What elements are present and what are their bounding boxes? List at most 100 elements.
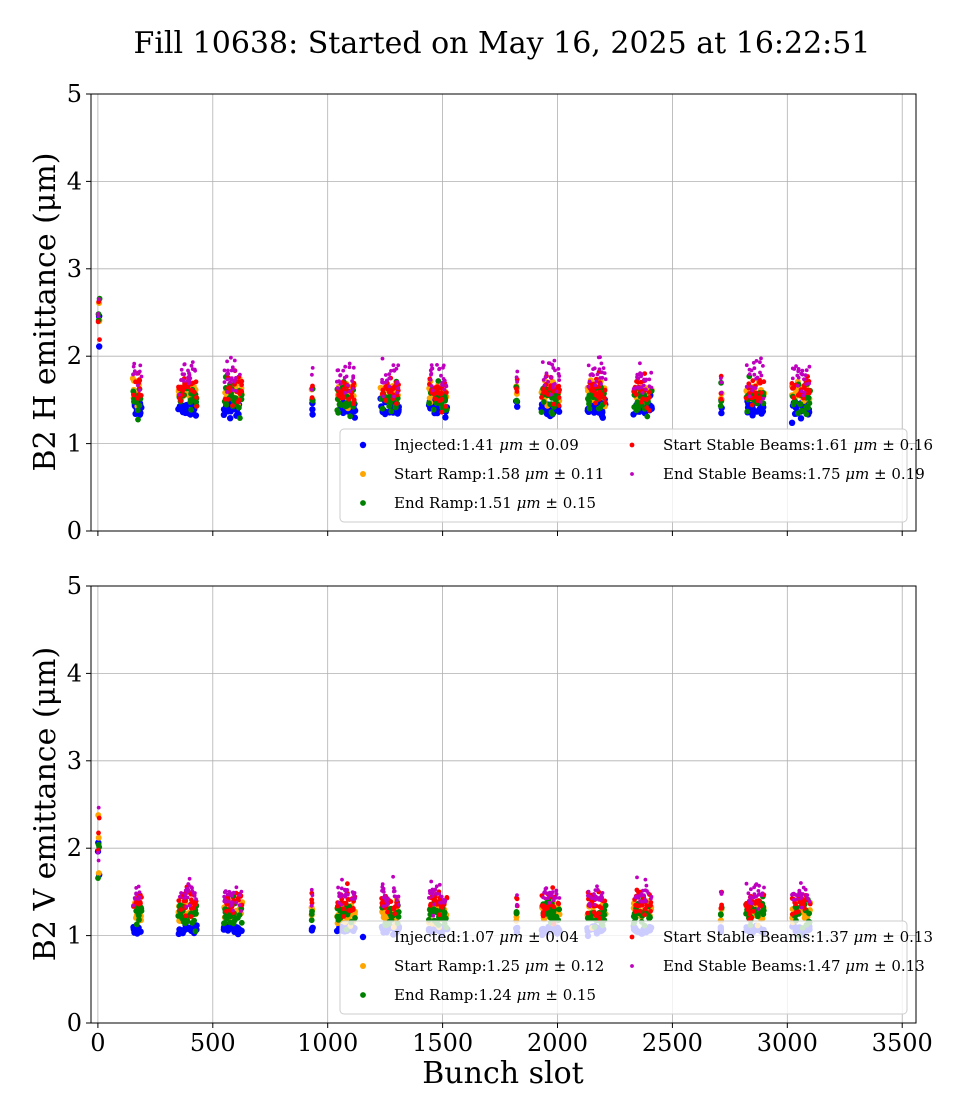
data-point xyxy=(391,368,396,373)
data-point xyxy=(225,390,229,394)
data-point xyxy=(634,894,639,899)
data-point xyxy=(541,378,546,382)
data-point xyxy=(386,403,393,410)
data-point xyxy=(222,380,227,384)
data-point xyxy=(343,390,347,395)
y-tick-label: 1 xyxy=(67,922,82,950)
data-point xyxy=(797,415,805,422)
data-point xyxy=(644,883,649,888)
data-point xyxy=(395,390,399,395)
data-point xyxy=(758,390,764,396)
data-point xyxy=(799,881,803,885)
data-point xyxy=(309,903,314,908)
data-point xyxy=(237,903,242,907)
data-point xyxy=(384,903,389,907)
data-point xyxy=(349,394,355,399)
data-point xyxy=(383,373,388,377)
data-point xyxy=(394,401,399,406)
legend-marker xyxy=(630,472,634,476)
legend-item: Start Stable Beams:1.61 μm ± 0.16 xyxy=(629,436,933,454)
data-point xyxy=(442,414,449,421)
data-point xyxy=(346,396,352,402)
data-point xyxy=(801,914,808,921)
data-point xyxy=(180,387,186,393)
data-point xyxy=(96,311,101,316)
data-point xyxy=(426,395,433,402)
legend-marker xyxy=(629,934,635,940)
data-point xyxy=(380,356,385,361)
data-point xyxy=(540,913,546,919)
x-axis-label: Bunch slot xyxy=(422,1056,583,1091)
data-point xyxy=(795,410,801,417)
y-axis-label: B2 V emittance (μm) xyxy=(28,647,63,961)
data-point xyxy=(239,382,245,388)
data-point xyxy=(649,896,653,901)
data-point xyxy=(96,343,103,350)
data-point xyxy=(430,388,435,393)
series-5 xyxy=(96,805,812,918)
data-point xyxy=(343,888,348,893)
data-point xyxy=(557,896,562,900)
data-point xyxy=(227,919,233,926)
data-point xyxy=(804,382,809,386)
data-point xyxy=(546,896,550,900)
data-point xyxy=(550,389,556,394)
data-point xyxy=(647,384,652,389)
data-point xyxy=(438,900,442,905)
data-point xyxy=(338,373,343,377)
data-point xyxy=(603,400,608,405)
data-point xyxy=(553,368,557,373)
data-point xyxy=(352,915,358,921)
data-point xyxy=(754,882,759,887)
data-point xyxy=(600,375,605,380)
data-point xyxy=(432,902,437,907)
data-point xyxy=(239,378,245,384)
data-point xyxy=(442,387,447,392)
data-point xyxy=(586,384,591,389)
data-point xyxy=(186,368,190,373)
data-point xyxy=(352,894,357,898)
y-tick-label: 3 xyxy=(67,747,82,775)
data-point xyxy=(589,896,594,901)
data-point xyxy=(182,362,187,367)
legend-marker xyxy=(359,441,367,449)
legend-item: End Stable Beams:1.47 μm ± 0.13 xyxy=(630,957,925,975)
data-point xyxy=(759,373,764,378)
scatter-points xyxy=(95,295,813,426)
x-tick-label: 3500 xyxy=(872,1029,933,1057)
data-point xyxy=(640,391,645,395)
data-point xyxy=(547,900,552,905)
data-point xyxy=(441,909,448,916)
data-point xyxy=(749,887,753,892)
data-point xyxy=(598,412,606,419)
legend-label: End Ramp:1.24 μm ± 0.15 xyxy=(394,986,596,1004)
data-point xyxy=(132,369,137,373)
data-point xyxy=(194,395,199,400)
data-point xyxy=(748,384,753,389)
data-point xyxy=(233,368,237,373)
data-point xyxy=(137,895,142,900)
data-point xyxy=(552,896,557,901)
data-point xyxy=(593,913,599,918)
data-point xyxy=(806,910,812,917)
data-point xyxy=(597,915,602,921)
data-point xyxy=(541,386,547,391)
data-point xyxy=(335,903,340,909)
data-point xyxy=(547,890,552,895)
data-point xyxy=(437,367,441,372)
data-point xyxy=(543,890,547,894)
data-point xyxy=(647,395,652,400)
data-point xyxy=(380,377,384,382)
data-point xyxy=(443,898,448,903)
data-point xyxy=(550,911,556,917)
data-point xyxy=(744,363,749,368)
data-point xyxy=(131,903,136,908)
data-point xyxy=(592,902,597,907)
data-point xyxy=(380,910,387,917)
data-point xyxy=(748,898,753,902)
data-point xyxy=(187,903,192,908)
data-point xyxy=(794,364,798,368)
legend-box xyxy=(339,428,908,523)
data-point xyxy=(437,892,442,896)
legend-label: End Stable Beams:1.75 μm ± 0.19 xyxy=(663,465,925,483)
